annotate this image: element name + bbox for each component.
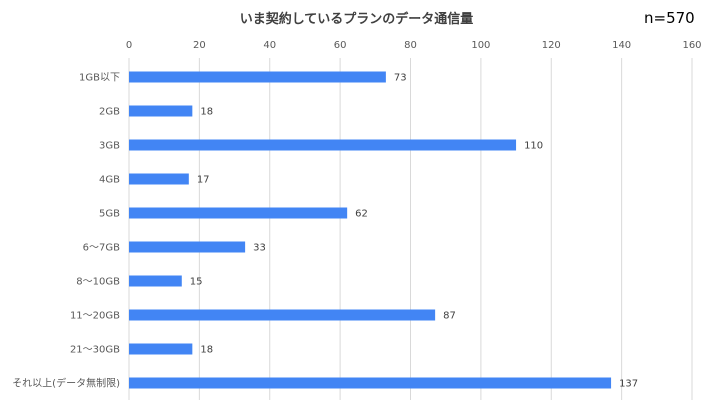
bar [129,343,193,355]
data-label: 18 [200,345,213,356]
category-label: 5GB [99,209,120,220]
x-tick-label: 80 [404,40,417,51]
data-label: 73 [394,73,407,84]
x-tick-label: 100 [471,40,490,51]
category-label: 2GB [99,107,120,118]
data-label: 18 [200,107,213,118]
data-label: 62 [355,209,368,220]
category-label: 3GB [99,141,120,152]
sample-size-label: n=570 [644,9,695,27]
category-label: 8〜10GB [76,277,120,288]
bar [129,275,182,287]
bar [129,309,436,321]
data-label: 33 [253,243,266,254]
bar [129,139,517,151]
data-label: 87 [443,311,456,322]
gridlines [128,58,693,400]
category-label: 11〜20GB [70,311,120,322]
data-labels: 73 18 110 17 62 33 15 87 18 137 [190,73,638,390]
data-label: 15 [190,277,203,288]
data-label: 110 [524,141,543,152]
chart-title: いま契約しているプランのデータ通信量 [239,12,474,27]
category-labels: 1GB以下 2GB 3GB 4GB 5GB 6〜7GB 8〜10GB 11〜20GB 21〜30… [12,73,120,390]
data-label: 17 [197,175,210,186]
category-label: それ以上(データ無制限) [12,377,120,390]
x-tick-label: 160 [682,40,701,51]
x-tick-label: 20 [193,40,206,51]
x-axis-ticks: 0 20 40 60 80 100 120 140 160 [126,40,702,51]
bar [129,207,348,219]
x-tick-label: 40 [263,40,276,51]
category-label: 1GB以下 [79,73,120,84]
bar [129,241,246,253]
category-label: 4GB [99,175,120,186]
x-tick-label: 60 [334,40,347,51]
category-label: 6〜7GB [83,243,120,254]
x-tick-label: 140 [612,40,631,51]
x-tick-label: 120 [542,40,561,51]
bar [129,71,386,83]
bar [129,377,612,389]
bar [129,173,189,185]
bars [129,71,612,389]
x-tick-label: 0 [126,40,132,51]
data-label: 137 [619,379,638,390]
category-label: 21〜30GB [70,345,120,356]
bar [129,105,193,117]
